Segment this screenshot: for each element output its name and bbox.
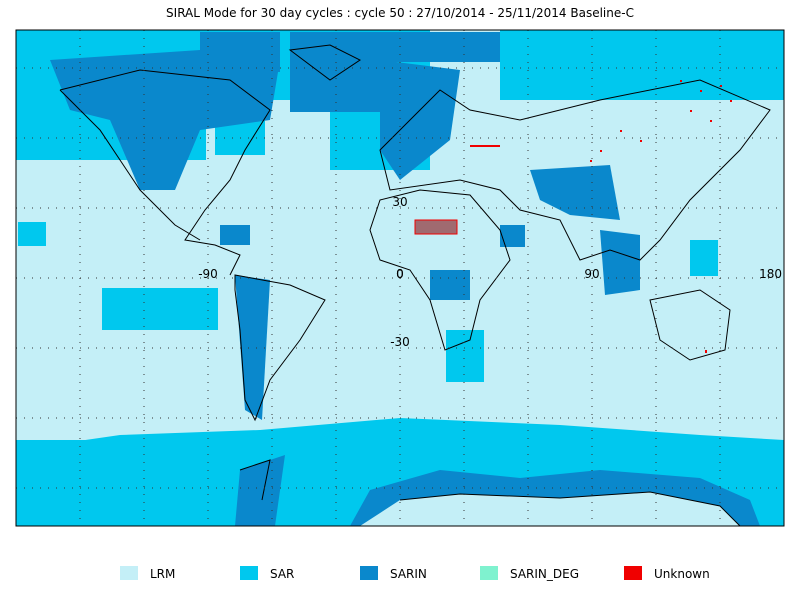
map-frame	[15, 29, 785, 527]
lon-label: 180	[759, 267, 782, 281]
legend-swatch	[240, 566, 258, 580]
unknown-region	[414, 219, 458, 235]
legend-label: SAR	[270, 567, 294, 581]
lon-label: -90	[198, 267, 218, 281]
unknown-dots	[470, 80, 732, 353]
legend-label: SARIN_DEG	[510, 567, 579, 581]
antarctic-interior	[360, 492, 740, 526]
map-title: SIRAL Mode for 30 day cycles : cycle 50 …	[166, 6, 634, 20]
map	[15, 29, 785, 527]
legend-swatch	[624, 566, 642, 580]
graticule	[16, 30, 784, 526]
lon-label: 90	[584, 267, 599, 281]
legend-label: Unknown	[654, 567, 710, 581]
legend-swatch	[120, 566, 138, 580]
lat-label: 0	[396, 267, 404, 281]
lat-label: 30	[392, 195, 407, 209]
legend-swatch	[360, 566, 378, 580]
lon-label: 0	[396, 267, 404, 281]
legend-swatch	[480, 566, 498, 580]
legend-label: SARIN	[390, 567, 427, 581]
lat-label: -30	[390, 335, 410, 349]
legend-label: LRM	[150, 567, 175, 581]
coastlines	[59, 44, 771, 527]
